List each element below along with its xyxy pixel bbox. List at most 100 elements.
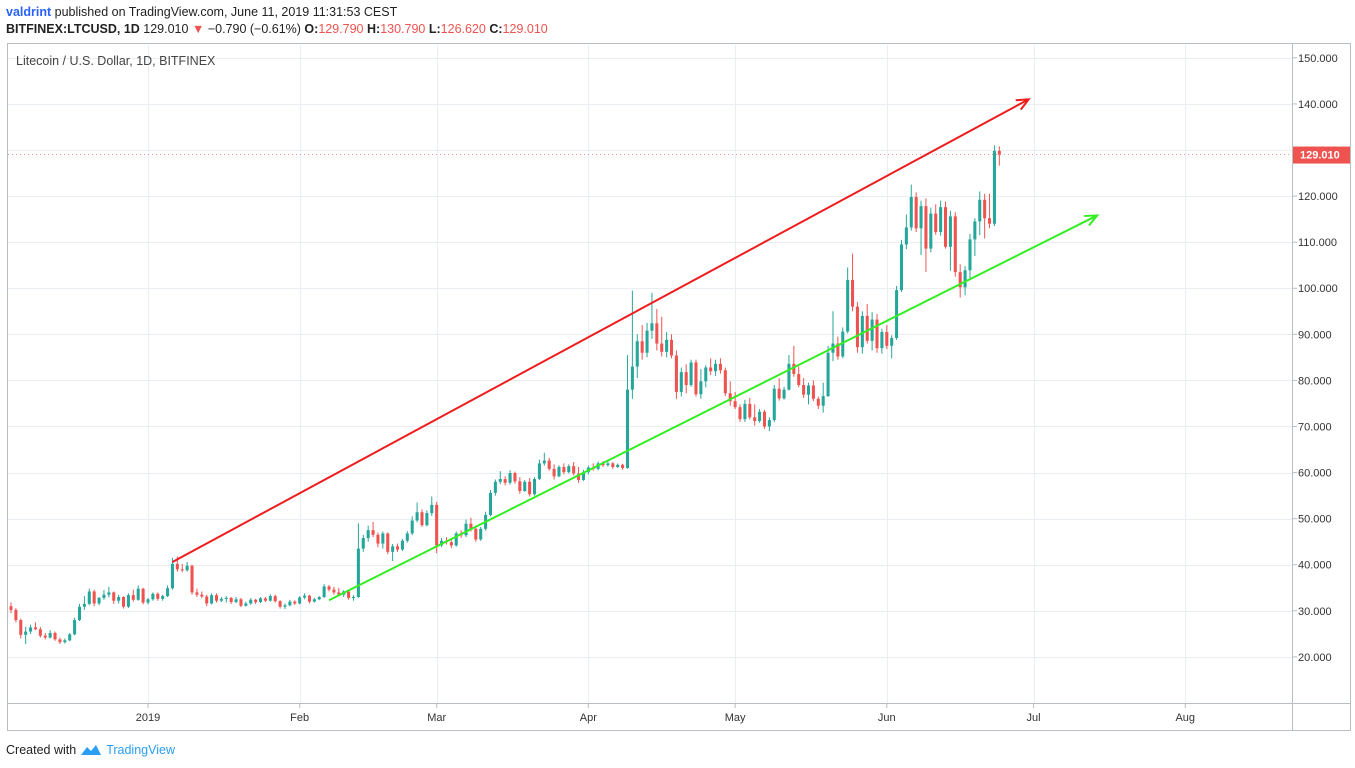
candle-body [332, 589, 336, 593]
candle [498, 471, 502, 485]
candle [738, 404, 742, 422]
candle [38, 626, 42, 638]
candle [464, 519, 468, 538]
candle-body [674, 355, 678, 392]
candle [9, 602, 13, 614]
candle [156, 592, 160, 601]
resistance-trendline [171, 98, 1030, 563]
candle [709, 358, 713, 375]
candle [405, 531, 409, 543]
last-price-label: 129.010 [1300, 150, 1340, 162]
candle-body [293, 601, 297, 604]
candle [714, 359, 718, 376]
candle-body [904, 227, 908, 245]
candle-body [557, 467, 561, 477]
candle [43, 632, 47, 640]
candle [73, 617, 77, 636]
trendlines[interactable] [171, 98, 1100, 602]
candle [728, 381, 732, 406]
candle-body [307, 595, 311, 602]
candle-body [738, 407, 742, 420]
candle-body [469, 523, 473, 529]
candle-body [43, 635, 47, 638]
candle [792, 345, 796, 377]
candle-body [689, 362, 693, 386]
candle [122, 596, 126, 609]
candle-body [669, 339, 674, 356]
candle-body [87, 591, 91, 604]
candle [214, 593, 219, 603]
price-tick-label: 150.000 [1298, 53, 1338, 65]
author-name[interactable]: valdrint [6, 5, 52, 19]
candle-body [82, 603, 86, 607]
candle-body [958, 272, 962, 288]
candle-body [327, 586, 331, 590]
candle [992, 145, 996, 227]
candle-body [552, 468, 556, 477]
time-axis[interactable]: 2019 Feb Mar Apr May Jun Jul Aug [136, 703, 1195, 724]
candle [802, 378, 806, 398]
candle [978, 191, 982, 236]
candle [885, 325, 889, 350]
candle [806, 382, 811, 405]
candle [278, 600, 282, 609]
chart-legend: Litecoin / U.S. Dollar, 1D, BITFINEX [16, 54, 216, 68]
brand-label[interactable]: TradingView [106, 743, 175, 757]
candle-body [709, 367, 713, 372]
candle-body [660, 343, 664, 352]
candle-body [430, 504, 434, 514]
footer: Created with TradingView [6, 743, 175, 757]
candle-body [572, 466, 576, 474]
candle [351, 595, 356, 601]
candle [532, 477, 537, 496]
candle [391, 544, 395, 562]
candle [836, 336, 840, 360]
candle-body [347, 591, 351, 598]
candle-body [493, 481, 497, 493]
candle [298, 596, 302, 605]
candle [704, 365, 708, 388]
tradingview-logo-icon [81, 745, 102, 755]
candle-body [195, 592, 199, 595]
candle [29, 624, 33, 634]
candle-body [371, 530, 375, 535]
candle [660, 316, 664, 357]
candle [904, 214, 908, 250]
plot-frame [7, 43, 1351, 731]
candle-body [684, 372, 688, 386]
candle-body [73, 620, 77, 635]
candle-body [410, 520, 414, 534]
candle [361, 534, 365, 552]
price-tick-label: 140.000 [1298, 99, 1338, 111]
candle-body [224, 597, 228, 599]
published-text: published on TradingView.com, June 11, 2… [54, 5, 398, 19]
candle-body [312, 599, 316, 602]
candle-body [630, 366, 634, 390]
candle [430, 496, 434, 516]
price-axis[interactable]: 150.000140.000130.000120.000110.000100.0… [1292, 53, 1338, 664]
candle-body [278, 601, 282, 607]
candle-body [787, 363, 791, 390]
candle-body [107, 592, 111, 595]
candle-body [513, 473, 517, 482]
candle-body [943, 207, 948, 247]
low-value: 126.620 [440, 22, 486, 36]
candle-body [200, 594, 204, 597]
candle-body [454, 533, 458, 546]
candle-body [914, 196, 918, 229]
support-trendline [328, 214, 1098, 602]
candle-body [381, 533, 385, 544]
grid [8, 45, 1292, 703]
candle-body [112, 592, 116, 601]
candle-body [567, 466, 571, 473]
candle [899, 239, 904, 292]
candle [63, 638, 67, 644]
candle-body [762, 411, 767, 427]
candle [811, 380, 815, 402]
candle-body [841, 331, 845, 357]
candle [640, 325, 644, 360]
candle [283, 603, 287, 609]
candle [753, 404, 757, 426]
candle [347, 590, 351, 600]
